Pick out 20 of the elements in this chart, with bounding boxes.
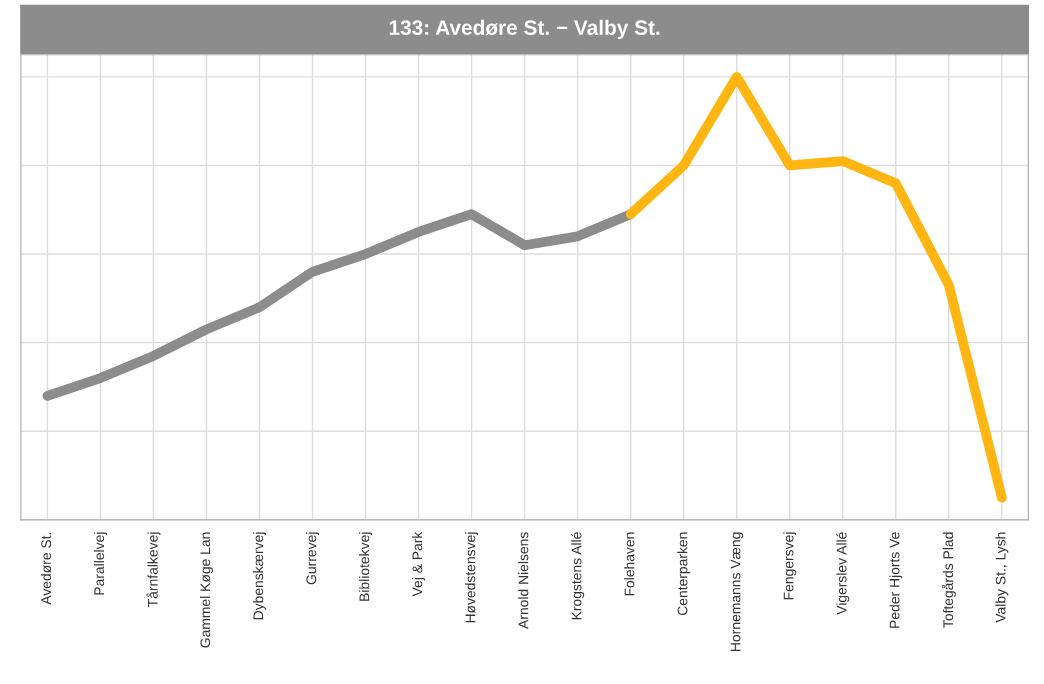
x-tick-label: Centerparken bbox=[677, 532, 691, 616]
x-tick-label: Fengersvej bbox=[783, 532, 797, 600]
x-tick-label: Peder Hjorts Ve bbox=[889, 532, 903, 628]
x-tick-label: Gurrevej bbox=[306, 532, 319, 585]
x-tick-label: Folehaven bbox=[624, 532, 635, 596]
chart-title: 133: Avedøre St. − Valby St. bbox=[389, 19, 660, 40]
x-tick-label: Toftegårds Plad bbox=[941, 532, 956, 628]
x-tick-label: Høvedstensvej bbox=[465, 532, 479, 623]
x-tick-label: Gammel Køge Lan bbox=[199, 532, 213, 648]
x-tick-label: Vigerslev Allé bbox=[836, 532, 850, 615]
x-tick-label: Arnold Nielsens bbox=[518, 532, 529, 629]
x-tick-label: Hornemanns Væng bbox=[730, 532, 744, 651]
x-tick-label: Krogstens Allé bbox=[571, 532, 585, 620]
x-tick-label: Valby St., Lysh bbox=[995, 532, 1009, 623]
x-tick-label: Vej & Park bbox=[412, 531, 426, 597]
x-tick-label: Parallelvej bbox=[93, 532, 107, 595]
x-tick-label: Avedøre St. bbox=[40, 532, 52, 605]
x-tick-label: Bibliotekvej bbox=[359, 532, 373, 601]
x-tick-label: Tårnfalkevej bbox=[146, 532, 161, 607]
x-tick-label: Dybenskærvej bbox=[253, 532, 266, 620]
